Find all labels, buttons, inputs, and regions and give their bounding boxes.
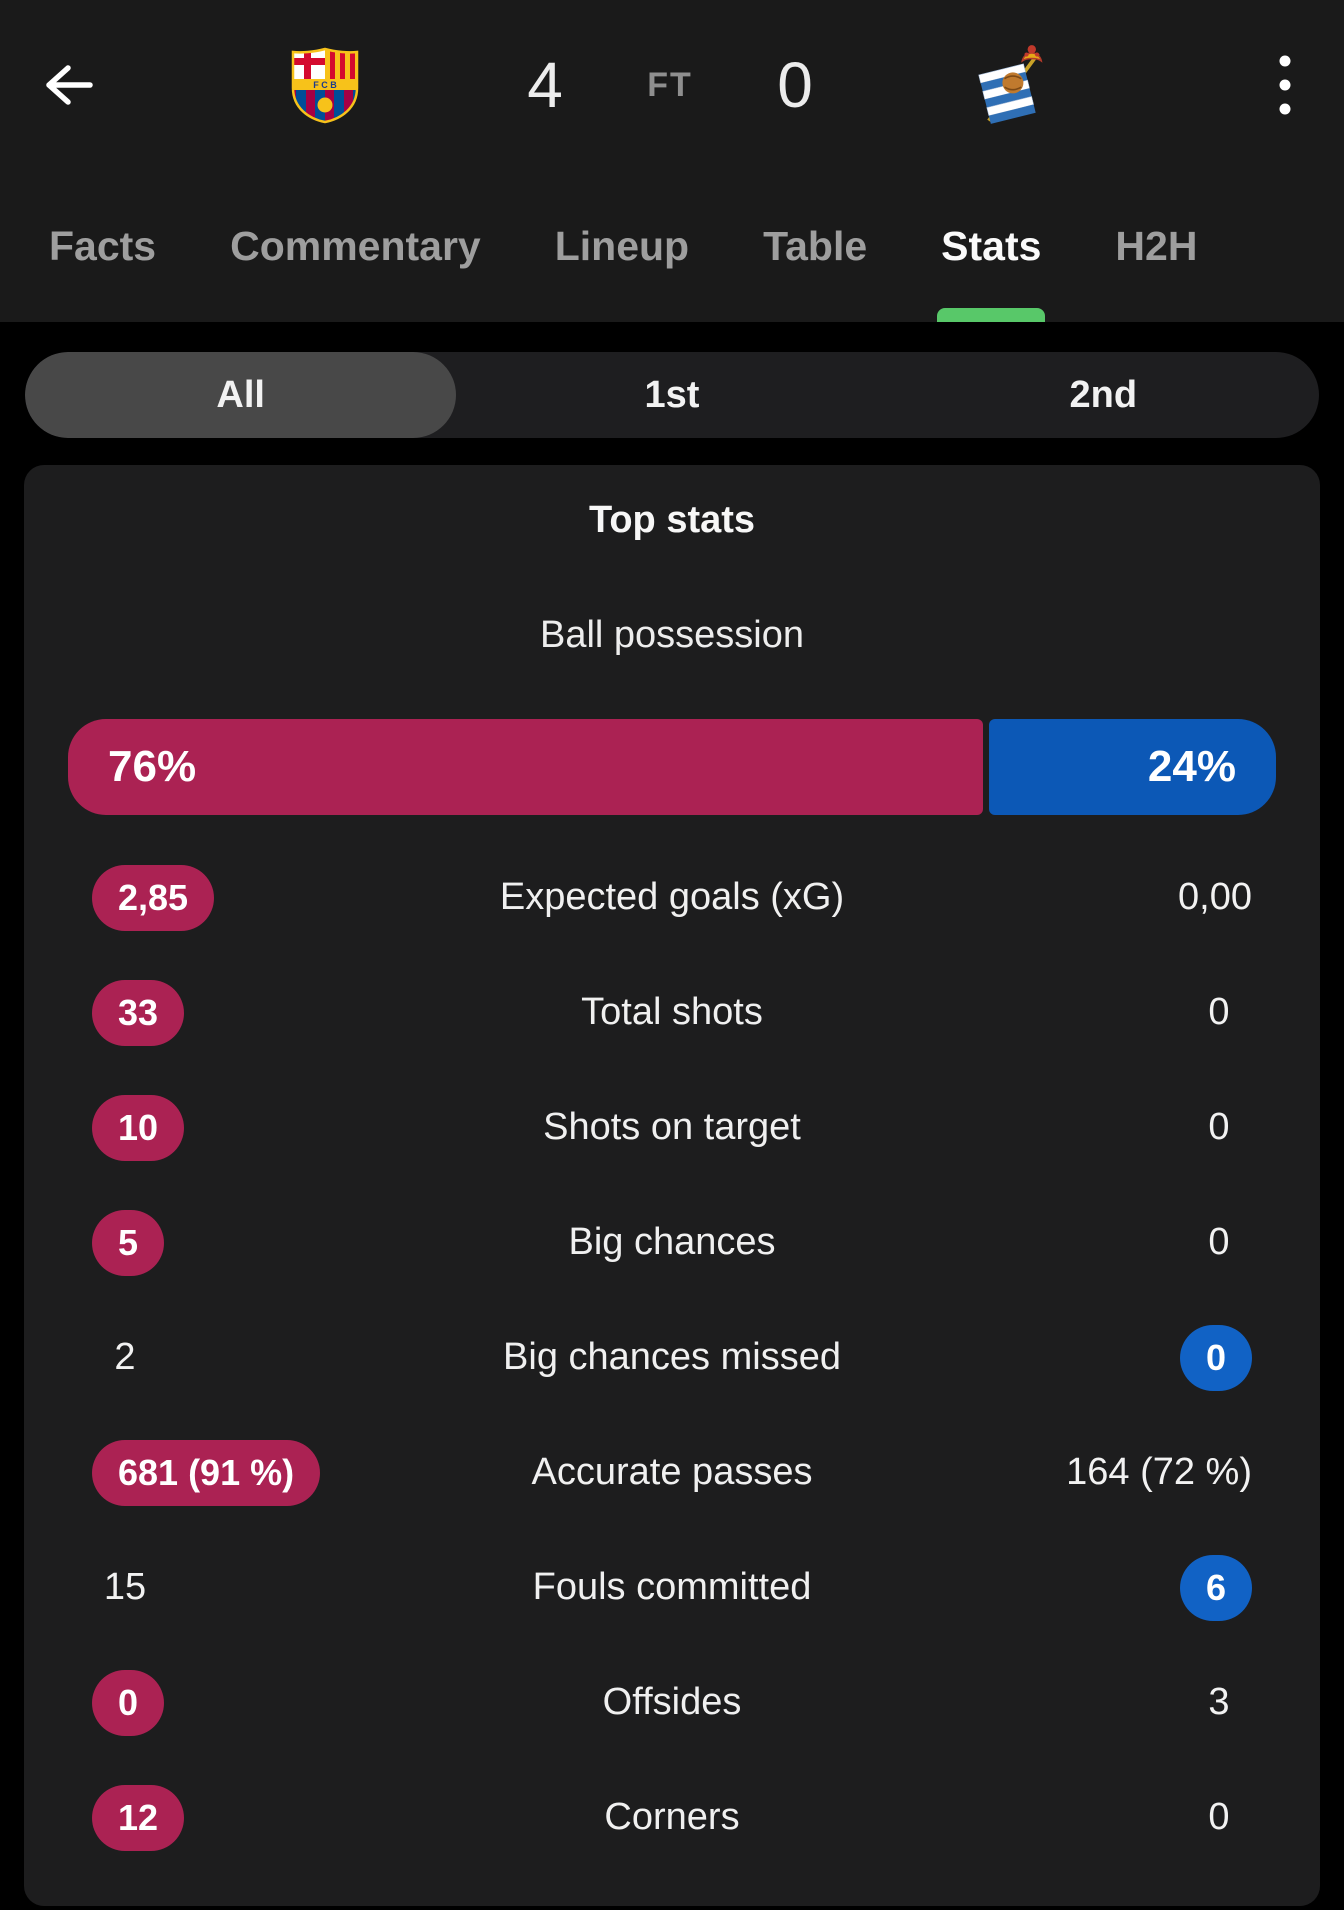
stat-row-big-chances: 5 Big chances 0 xyxy=(68,1185,1276,1300)
away-score: 0 xyxy=(777,49,813,121)
possession-bar: 76% 24% xyxy=(68,719,1276,815)
stat-label: Big chances missed xyxy=(503,1336,841,1378)
away-stat-value: 164 (72 %) xyxy=(1066,1451,1252,1493)
possession-away-value: 24% xyxy=(1147,742,1236,791)
stat-label: Offsides xyxy=(602,1681,742,1723)
home-stat-value: 2 xyxy=(114,1336,136,1378)
home-stat-value: 681 (91 %) xyxy=(92,1439,321,1506)
tab-bar: Facts Commentary Lineup Table Stats H2H xyxy=(0,170,1344,322)
tab-stats-label: Stats xyxy=(941,222,1042,269)
possession-label: Ball possession xyxy=(539,614,805,656)
stat-label: Shots on target xyxy=(543,1106,801,1148)
period-filter: All 1st 2nd xyxy=(25,352,1319,438)
away-stat-value: 0 xyxy=(1208,991,1230,1033)
stat-label: Corners xyxy=(604,1796,740,1838)
tab-table-label: Table xyxy=(763,222,868,269)
home-team-crest: F C B xyxy=(288,46,362,124)
active-tab-indicator xyxy=(937,308,1046,322)
stat-row-corners: 12 Corners 0 xyxy=(68,1760,1276,1875)
overflow-menu-button[interactable] xyxy=(1278,53,1344,117)
stat-row-accurate-passes: 681 (91 %) Accurate passes 164 (72 %) xyxy=(68,1415,1276,1530)
tab-lineup-label: Lineup xyxy=(554,222,690,269)
away-stat-value: 6 xyxy=(1179,1554,1252,1621)
kebab-menu-icon xyxy=(1279,55,1291,115)
home-stat-value: 33 xyxy=(92,979,185,1046)
stat-row-offsides: 0 Offsides 3 xyxy=(68,1645,1276,1760)
segment-1st[interactable]: 1st xyxy=(456,352,887,438)
tab-commentary[interactable]: Commentary xyxy=(230,170,481,322)
top-stats-card: Top stats Ball possession 76% 24% 2,85 E… xyxy=(24,465,1320,1906)
scoreboard: F C B 4 FT 0 xyxy=(0,0,1344,170)
real-sociedad-crest xyxy=(978,45,1043,124)
home-stat-value: 0 xyxy=(92,1669,165,1736)
match-status: FT xyxy=(647,65,693,104)
back-button[interactable] xyxy=(0,63,94,107)
possession-home-value: 76% xyxy=(108,742,197,791)
tab-stats[interactable]: Stats xyxy=(937,170,1046,322)
home-stat-value: 2,85 xyxy=(92,864,215,931)
possession-away-bar: 24% xyxy=(989,719,1276,815)
stat-label: Fouls committed xyxy=(532,1566,812,1608)
away-stat-value: 0 xyxy=(1179,1324,1252,1391)
tab-commentary-label: Commentary xyxy=(230,222,481,269)
segment-1st-label: 1st xyxy=(644,373,700,416)
away-stat-value: 0 xyxy=(1208,1221,1230,1263)
stat-row-fouls-committed: 15 Fouls committed 6 xyxy=(68,1530,1276,1645)
stat-label: Total shots xyxy=(581,991,763,1033)
tab-facts[interactable]: Facts xyxy=(49,170,156,322)
stat-label: Expected goals (xG) xyxy=(499,876,845,918)
tab-h2h[interactable]: H2H xyxy=(1115,170,1197,322)
stat-label: Big chances xyxy=(568,1221,776,1263)
segment-2nd-label: 2nd xyxy=(1069,373,1138,416)
tab-table[interactable]: Table xyxy=(763,170,867,322)
stat-row-big-chances-missed: 2 Big chances missed 0 xyxy=(68,1300,1276,1415)
fc-barcelona-crest: F C B xyxy=(291,47,359,124)
segment-all-label: All xyxy=(216,373,265,416)
away-stat-value: 0 xyxy=(1208,1106,1230,1148)
segment-all[interactable]: All xyxy=(25,352,457,438)
home-stat-value: 12 xyxy=(92,1784,185,1851)
back-arrow-icon xyxy=(46,65,93,105)
away-team-crest xyxy=(975,43,1055,127)
stat-row-expected-goals: 2,85 Expected goals (xG) 0,00 xyxy=(68,840,1276,955)
home-score: 4 xyxy=(527,49,563,121)
possession-home-bar: 76% xyxy=(68,719,984,815)
home-stat-value: 5 xyxy=(92,1209,165,1276)
svg-text:F C B: F C B xyxy=(313,80,337,90)
stat-rows: 2,85 Expected goals (xG) 0,00 33 Total s… xyxy=(68,840,1276,1875)
stat-label: Accurate passes xyxy=(531,1451,813,1493)
stat-row-shots-on-target: 10 Shots on target 0 xyxy=(68,1070,1276,1185)
tab-h2h-label: H2H xyxy=(1115,222,1198,269)
home-stat-value: 15 xyxy=(103,1566,147,1608)
segment-2nd[interactable]: 2nd xyxy=(888,352,1319,438)
away-stat-value: 0,00 xyxy=(1178,876,1252,918)
home-stat-value: 10 xyxy=(92,1094,185,1161)
stat-row-total-shots: 33 Total shots 0 xyxy=(68,955,1276,1070)
away-stat-value: 0 xyxy=(1208,1796,1230,1838)
card-title: Top stats xyxy=(588,499,756,541)
tab-lineup[interactable]: Lineup xyxy=(555,170,689,322)
match-header: F C B 4 FT 0 xyxy=(0,0,1344,322)
away-stat-value: 3 xyxy=(1208,1681,1230,1723)
tab-facts-label: Facts xyxy=(49,222,157,269)
